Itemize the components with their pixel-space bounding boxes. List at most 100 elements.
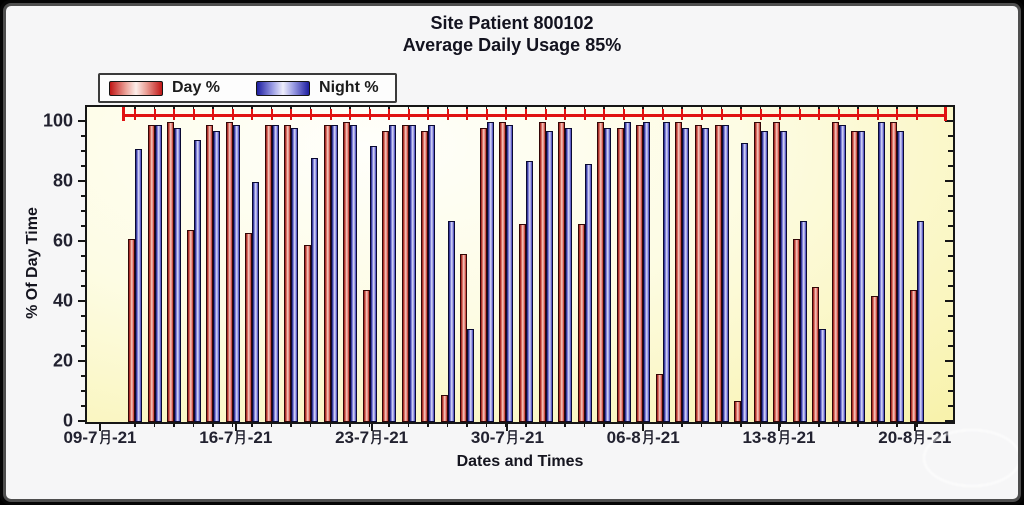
bar-day: [753, 122, 761, 422]
x-minor-tick: [798, 422, 801, 427]
bar-night: [428, 125, 436, 422]
x-minor-tick: [309, 422, 312, 427]
chart-title: Site Patient 800102: [430, 13, 594, 33]
bar-day: [773, 122, 781, 422]
bar-night: [799, 221, 807, 422]
y-axis-tick-right: [945, 120, 953, 122]
bar-day: [225, 122, 233, 422]
x-minor-tick: [134, 422, 136, 427]
chart-subtitle: Average Daily Usage 85%: [402, 35, 622, 55]
bar-night: [330, 125, 338, 422]
y-axis-tick-right: [948, 315, 953, 317]
bar-day: [519, 224, 526, 422]
bar-day: [284, 125, 292, 422]
bar-night: [213, 131, 221, 422]
x-minor-tick: [740, 422, 742, 427]
y-axis-tick: [81, 390, 87, 392]
bar-night: [643, 122, 651, 422]
y-axis-tick: [81, 345, 87, 347]
bar-day: [577, 224, 585, 422]
bar-night: [135, 149, 142, 422]
x-minor-tick: [485, 422, 488, 427]
bar-night: [662, 122, 670, 422]
marker-line-cap: [944, 107, 947, 121]
bar-day: [460, 254, 468, 422]
x-minor-tick: [896, 422, 898, 427]
x-major-tick: [370, 422, 373, 431]
bar-day: [734, 401, 742, 422]
x-minor-tick: [407, 422, 410, 427]
y-tick-label: 20: [52, 350, 73, 371]
y-axis-tick-right: [948, 405, 953, 407]
x-major-tick: [99, 422, 101, 431]
bar-night: [780, 131, 788, 422]
bar-night: [565, 128, 573, 422]
bar-night: [271, 125, 279, 422]
bar-day: [910, 290, 917, 422]
x-minor-tick: [153, 422, 156, 427]
x-minor-tick: [329, 422, 331, 427]
y-axis-tick: [78, 360, 87, 362]
x-minor-tick: [818, 422, 820, 427]
bar-night: [838, 125, 846, 422]
bar-day: [694, 125, 702, 422]
bar-night: [369, 146, 377, 422]
x-minor-tick: [603, 422, 605, 427]
y-axis-tick: [81, 225, 87, 227]
y-axis-tick-right: [948, 390, 953, 392]
bar-day: [147, 125, 155, 422]
y-axis-tick-right: [948, 135, 953, 137]
y-axis-tick: [78, 240, 87, 242]
y-axis-tick-right: [945, 240, 953, 242]
yue-month-glyph-icon: [778, 429, 789, 445]
x-minor-tick: [505, 422, 507, 427]
bar-night: [408, 125, 416, 422]
y-axis-tick: [78, 420, 87, 422]
bar-night: [310, 158, 318, 422]
y-axis-tick-right: [948, 285, 953, 287]
bar-night: [154, 125, 162, 422]
bar-day: [851, 131, 859, 422]
x-minor-tick: [427, 422, 429, 427]
x-minor-tick: [349, 422, 351, 427]
y-axis-tick: [81, 375, 87, 377]
bar-day: [499, 122, 507, 422]
legend: Day % Night %: [98, 73, 397, 103]
x-major-tick: [234, 422, 237, 431]
x-minor-tick: [466, 422, 468, 427]
x-minor-tick: [388, 422, 390, 427]
y-axis-tick-right: [945, 180, 953, 182]
bar-day: [675, 122, 683, 422]
bar-night: [877, 122, 885, 422]
x-tick-label: 09-7 -21: [63, 428, 137, 447]
yue-month-glyph-icon: [642, 429, 653, 445]
bar-day: [636, 125, 644, 422]
y-tick-label: 0: [62, 410, 73, 431]
bar-night: [467, 329, 475, 422]
bar-night: [291, 128, 299, 422]
bar-night: [545, 131, 553, 422]
x-minor-tick: [837, 422, 840, 427]
y-axis-tick-right: [948, 225, 953, 227]
x-minor-tick: [583, 422, 586, 427]
bar-day: [831, 122, 839, 422]
x-minor-tick: [916, 422, 918, 427]
bar-night: [506, 125, 514, 422]
x-major-tick: [642, 422, 645, 431]
legend-label-night: Night %: [319, 79, 379, 96]
bar-night: [350, 125, 358, 422]
legend-label-day: Day %: [172, 79, 221, 96]
bar-day: [538, 122, 546, 422]
legend-item-day: Day %: [109, 79, 220, 97]
x-minor-tick: [661, 422, 664, 427]
bar-night: [741, 143, 749, 422]
bar-day: [362, 290, 370, 422]
y-axis-tick-right: [948, 150, 953, 152]
x-minor-tick: [290, 422, 292, 427]
plot-area: 0 20 40 60 80 100 09-7 -21 16-7 -21 23-7 -21 30-7 -21…: [43, 105, 955, 447]
chart-title-block: Site Patient 800102 Average Daily Usage …: [6, 12, 1018, 56]
y-tick-label: 60: [52, 230, 73, 251]
y-axis-tick: [81, 195, 87, 197]
x-minor-tick: [876, 422, 879, 427]
y-axis-tick-right: [945, 420, 953, 422]
